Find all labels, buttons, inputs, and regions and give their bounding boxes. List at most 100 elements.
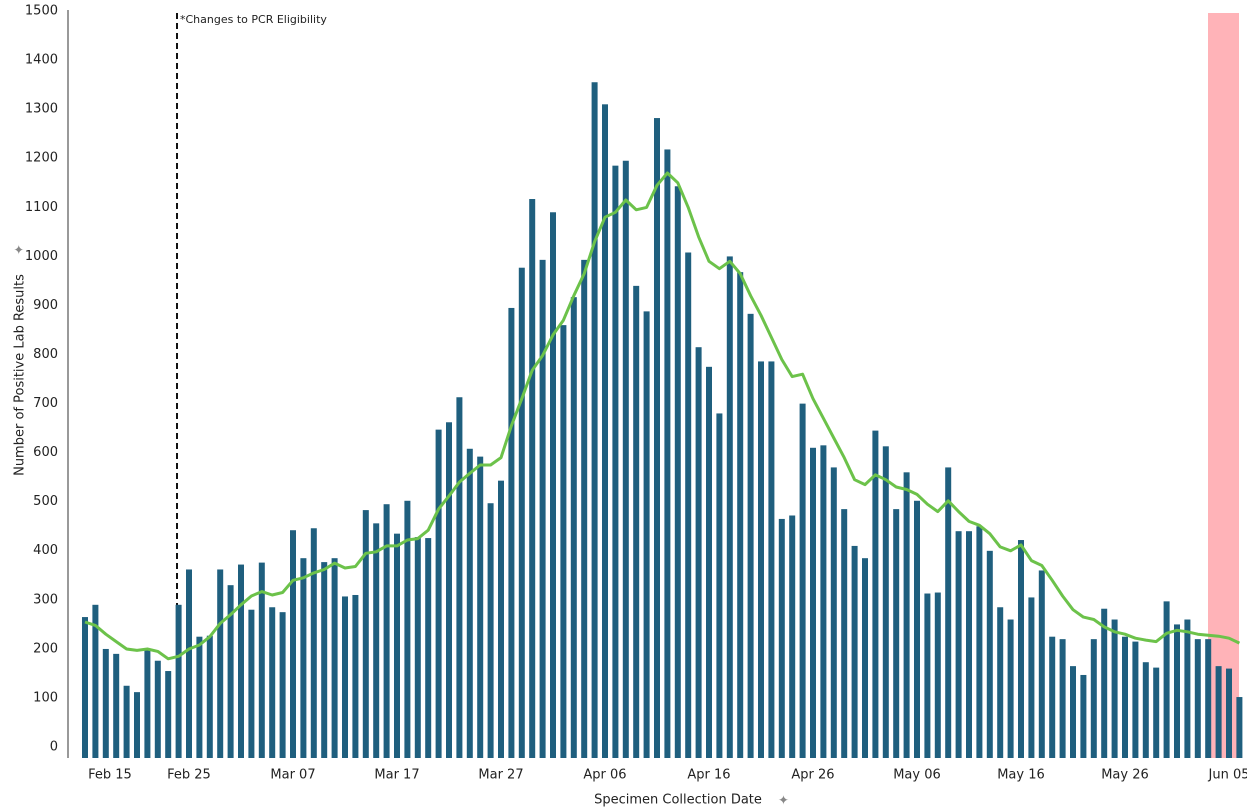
bar [1091, 639, 1097, 758]
bar [685, 253, 691, 758]
bar [852, 546, 858, 758]
bar [508, 308, 514, 758]
bar [1174, 624, 1180, 758]
bar [217, 569, 223, 758]
bar [1236, 697, 1242, 758]
y-tick-label: 1000 [25, 249, 58, 264]
x-tick-label: Apr 16 [687, 768, 730, 783]
bar [737, 272, 743, 758]
bar [290, 530, 296, 758]
bar [810, 448, 816, 758]
x-tick-label: Mar 27 [478, 768, 523, 783]
bar [165, 671, 171, 758]
bar [560, 325, 566, 758]
bar [155, 661, 161, 758]
bar [436, 430, 442, 758]
bar [394, 534, 400, 758]
bar [238, 565, 244, 758]
bar [727, 256, 733, 758]
bar [654, 118, 660, 758]
bar [675, 186, 681, 758]
bar [1008, 620, 1014, 758]
incomplete-data-shade [1208, 13, 1239, 758]
bar [966, 531, 972, 758]
bar [883, 446, 889, 758]
bar [644, 311, 650, 758]
y-tick-label: 800 [33, 347, 58, 362]
bar [904, 472, 910, 758]
bar [186, 569, 192, 758]
bar [488, 503, 494, 758]
bar [1132, 642, 1138, 758]
bar [872, 431, 878, 758]
bar [612, 166, 618, 758]
bar [311, 528, 317, 758]
bar [550, 212, 556, 758]
bar [748, 314, 754, 758]
bar [914, 501, 920, 758]
bar [456, 397, 462, 758]
bar [425, 538, 431, 758]
bar [134, 692, 140, 758]
bar [1122, 637, 1128, 758]
y-tick-label: 1300 [25, 102, 58, 117]
bar [103, 649, 109, 758]
y-tick-label: 1100 [25, 200, 58, 215]
bar [196, 637, 202, 758]
bar [1018, 540, 1024, 758]
bar [633, 286, 639, 758]
bar [820, 445, 826, 758]
bar [1112, 620, 1118, 758]
annotation: *Changes to PCR Eligibility [180, 13, 327, 26]
bar [1216, 666, 1222, 758]
x-tick-label: Mar 17 [374, 768, 419, 783]
bar [1195, 639, 1201, 758]
bar [1153, 668, 1159, 758]
bar [124, 686, 130, 758]
y-tick-label: 700 [33, 396, 58, 411]
bar [779, 519, 785, 758]
bar [1226, 669, 1232, 758]
bar [446, 422, 452, 758]
x-tick-label: May 06 [893, 768, 941, 783]
bar [789, 515, 795, 758]
bar [1039, 570, 1045, 758]
bar [935, 593, 941, 758]
pin-icon[interactable]: ✦ [778, 794, 789, 809]
bar [1060, 639, 1066, 758]
bar [1184, 620, 1190, 758]
y-tick-label: 400 [33, 543, 58, 558]
bar [498, 481, 504, 758]
bar [248, 610, 254, 758]
x-tick-label: Feb 15 [88, 768, 132, 783]
moving-average-line [85, 173, 1239, 659]
bar [467, 449, 473, 758]
bar [269, 607, 275, 758]
bar [893, 509, 899, 758]
x-tick-label: May 26 [1101, 768, 1149, 783]
bar [571, 297, 577, 758]
bar [113, 654, 119, 758]
x-axis-title: Specimen Collection Date [594, 793, 762, 808]
bar [373, 523, 379, 758]
bar [1070, 666, 1076, 758]
bar [581, 260, 587, 758]
y-tick-label: 100 [33, 690, 58, 705]
y-tick-label: 500 [33, 494, 58, 509]
x-tick-label: Mar 07 [270, 768, 315, 783]
bar [363, 510, 369, 758]
x-tick-label: May 16 [997, 768, 1045, 783]
bar [415, 537, 421, 758]
bar [384, 504, 390, 758]
bar [176, 605, 182, 758]
bar [1205, 639, 1211, 758]
y-axis-title: Number of Positive Lab Results [13, 274, 28, 476]
bar [696, 347, 702, 758]
bar [841, 509, 847, 758]
bar [987, 551, 993, 758]
y-tick-label: 1500 [25, 4, 58, 19]
bar [280, 612, 286, 758]
bar [82, 617, 88, 758]
x-tick-label: Apr 06 [583, 768, 626, 783]
